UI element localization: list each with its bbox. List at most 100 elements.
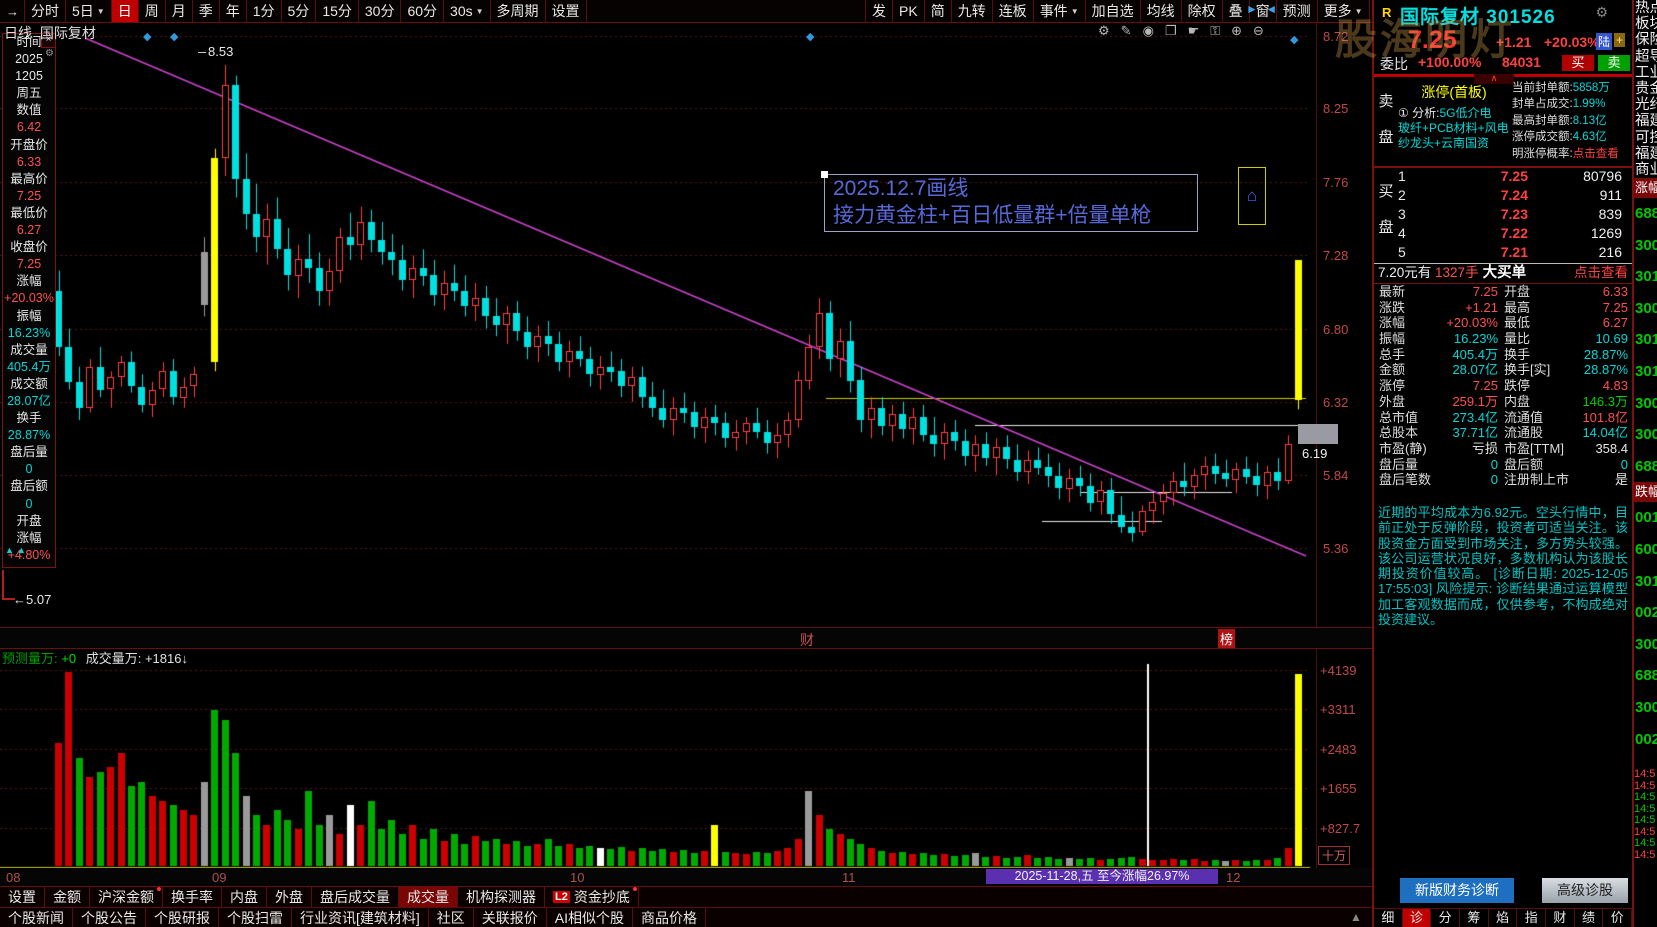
- sector-item[interactable]: 保险: [1635, 32, 1657, 49]
- copy-icon[interactable]: ❐: [1164, 23, 1177, 38]
- stock-code-item[interactable]: 301: [1635, 268, 1657, 286]
- function-button-事件[interactable]: 事件 ▼: [1032, 0, 1086, 22]
- info-tab-社区[interactable]: 社区: [427, 908, 474, 927]
- info-tab-AI相似个股[interactable]: AI相似个股: [545, 908, 634, 927]
- event-diamond-icon[interactable]: ◆: [143, 31, 152, 43]
- sector-item[interactable]: 板块: [1635, 16, 1657, 33]
- date-range-highlight[interactable]: 2025-11-28,五 至今涨幅26.97%: [986, 869, 1218, 884]
- panel-tab-指[interactable]: 指: [1517, 909, 1547, 927]
- candlestick-chart[interactable]: [0, 0, 1372, 927]
- info-tab-关联报价[interactable]: 关联报价: [472, 908, 547, 927]
- gear-icon[interactable]: ⚙: [45, 48, 54, 59]
- advanced-diagnosis-button[interactable]: 高级诊股: [1542, 878, 1628, 903]
- sector-item[interactable]: 福建: [1635, 113, 1657, 130]
- sector-item[interactable]: 贵金: [1635, 80, 1657, 97]
- function-button-预测[interactable]: 预测: [1275, 0, 1318, 22]
- panel-tab-价[interactable]: 价: [1603, 909, 1633, 927]
- period-button-多周期[interactable]: 多周期: [489, 0, 546, 22]
- function-button-九转[interactable]: 九转: [950, 0, 993, 22]
- stock-code-item[interactable]: 300: [1635, 426, 1657, 444]
- indicator-tab-成交量[interactable]: 成交量: [398, 887, 458, 907]
- stock-code-item[interactable]: 301: [1635, 331, 1657, 349]
- indicator-tab-金额[interactable]: 金额: [44, 887, 90, 907]
- sector-item[interactable]: 福建: [1635, 145, 1657, 162]
- limit-stat-value[interactable]: 点击查看: [1572, 147, 1619, 160]
- indicator-tab-内盘[interactable]: 内盘: [221, 887, 267, 907]
- stock-code-item[interactable]: 301: [1635, 363, 1657, 381]
- period-button-设置[interactable]: 设置: [544, 0, 587, 22]
- stock-code-item[interactable]: 688: [1635, 667, 1657, 685]
- pencil-icon[interactable]: ✎: [1120, 23, 1132, 38]
- event-diamond-icon[interactable]: ◆: [170, 31, 179, 43]
- panel-tab-焰[interactable]: 焰: [1489, 909, 1518, 927]
- info-tab-个股新闻[interactable]: 个股新闻: [0, 908, 73, 927]
- indicator-tab-资金抄底[interactable]: L2 资金抄底: [544, 887, 639, 907]
- period-button-5日[interactable]: 5日 ▼: [65, 0, 112, 22]
- stock-name-code[interactable]: 国际复材 301526: [1400, 7, 1556, 28]
- period-button-5分[interactable]: 5分: [280, 0, 317, 22]
- sector-item[interactable]: 超导: [1635, 48, 1657, 65]
- window-arrows-icon[interactable]: ► ◄: [1246, 2, 1280, 16]
- info-tab-个股研报[interactable]: 个股研报: [145, 908, 219, 927]
- stock-code-item[interactable]: 300: [1635, 299, 1657, 317]
- drawing-annotation[interactable]: 2025.12.7画线 接力黄金柱+百日低量群+倍量单枪: [821, 171, 1198, 232]
- stock-code-item[interactable]: 002: [1635, 604, 1657, 622]
- stock-code-item[interactable]: 688: [1635, 205, 1657, 223]
- value-inspector-panel[interactable]: × ⚙ 时间 2025 1205 周五 数值 6.42 开盘价 6.33 最高价 7.25 最低价 6…: [2, 33, 56, 568]
- panel-tab-诊[interactable]: 诊: [1402, 909, 1432, 927]
- function-button-连板[interactable]: 连板: [991, 0, 1034, 22]
- financial-diagnosis-button[interactable]: 新版财务诊断: [1400, 878, 1514, 903]
- sector-item[interactable]: 工业: [1635, 64, 1657, 81]
- info-tab-个股公告[interactable]: 个股公告: [72, 908, 146, 927]
- function-button-均线[interactable]: 均线: [1139, 0, 1182, 22]
- stock-code-item[interactable]: 600: [1635, 541, 1657, 558]
- period-button-30分[interactable]: 30分: [357, 0, 402, 22]
- period-button-60分[interactable]: 60分: [400, 0, 445, 22]
- function-button-除权[interactable]: 除权: [1180, 0, 1223, 22]
- sector-item[interactable]: 可控: [1635, 129, 1657, 146]
- period-button-日[interactable]: 日: [110, 0, 139, 22]
- stock-code-item[interactable]: 301: [1635, 572, 1657, 590]
- panel-tab-分[interactable]: 分: [1431, 909, 1461, 927]
- panel-tab-筹[interactable]: 筹: [1460, 909, 1489, 927]
- event-diamond-icon[interactable]: ◆: [1290, 34, 1299, 46]
- info-tab-商品价格[interactable]: 商品价格: [632, 908, 707, 927]
- close-icon[interactable]: ×: [41, 33, 56, 48]
- drag-handle[interactable]: [821, 171, 828, 178]
- sector-item[interactable]: 商业: [1635, 161, 1657, 178]
- hand-icon[interactable]: ☛: [1187, 23, 1200, 38]
- panel-tab-绩[interactable]: 绩: [1575, 909, 1604, 927]
- stock-code-item[interactable]: 300: [1635, 635, 1657, 653]
- sell-button[interactable]: 卖: [1598, 55, 1630, 71]
- info-tab-行业资讯[建筑材料][interactable]: 行业资讯[建筑材料]: [291, 908, 429, 927]
- collapse-up-icon[interactable]: ▲: [1350, 910, 1362, 924]
- event-diamond-icon[interactable]: ◆: [806, 31, 815, 43]
- zoom-out-icon[interactable]: ⊖: [1253, 23, 1264, 38]
- tab-finance[interactable]: 财: [800, 632, 814, 648]
- collapse-icon[interactable]: ∧: [1474, 74, 1514, 84]
- indicator-tab-换手率[interactable]: 换手率: [162, 887, 222, 907]
- stock-code-item[interactable]: 001: [1635, 509, 1657, 527]
- indicator-tab-外盘[interactable]: 外盘: [266, 887, 312, 907]
- period-button-月[interactable]: 月: [164, 0, 193, 22]
- period-button-30s[interactable]: 30s ▼: [443, 0, 491, 22]
- indicator-tab-机构探测器[interactable]: 机构探测器: [457, 887, 545, 907]
- sector-item[interactable]: 光纤: [1635, 97, 1657, 114]
- buy-button[interactable]: 买: [1562, 55, 1594, 71]
- function-button-加自选[interactable]: 加自选: [1084, 0, 1141, 22]
- period-button-15分[interactable]: 15分: [315, 0, 359, 22]
- panel-tab-财[interactable]: 财: [1546, 909, 1575, 927]
- eye-icon[interactable]: ◉: [1142, 23, 1154, 38]
- period-button-周[interactable]: 周: [137, 0, 166, 22]
- period-button-1分[interactable]: 1分: [245, 0, 282, 22]
- period-button-分时[interactable]: 分时: [24, 0, 66, 22]
- panel-tab-细[interactable]: 细: [1374, 909, 1403, 927]
- stock-code-item[interactable]: 688: [1635, 457, 1657, 475]
- tab-rank[interactable]: 榜: [1218, 629, 1236, 648]
- function-button-更多[interactable]: 更多 ▼: [1316, 0, 1370, 22]
- lock-icon[interactable]: ⚿: [1210, 23, 1221, 38]
- stock-code-item[interactable]: 300: [1635, 698, 1657, 716]
- board-badge[interactable]: 陆: [1596, 33, 1613, 50]
- info-tab-个股扫雷[interactable]: 个股扫雷: [218, 908, 292, 927]
- indicator-tab-设置[interactable]: 设置: [0, 887, 45, 907]
